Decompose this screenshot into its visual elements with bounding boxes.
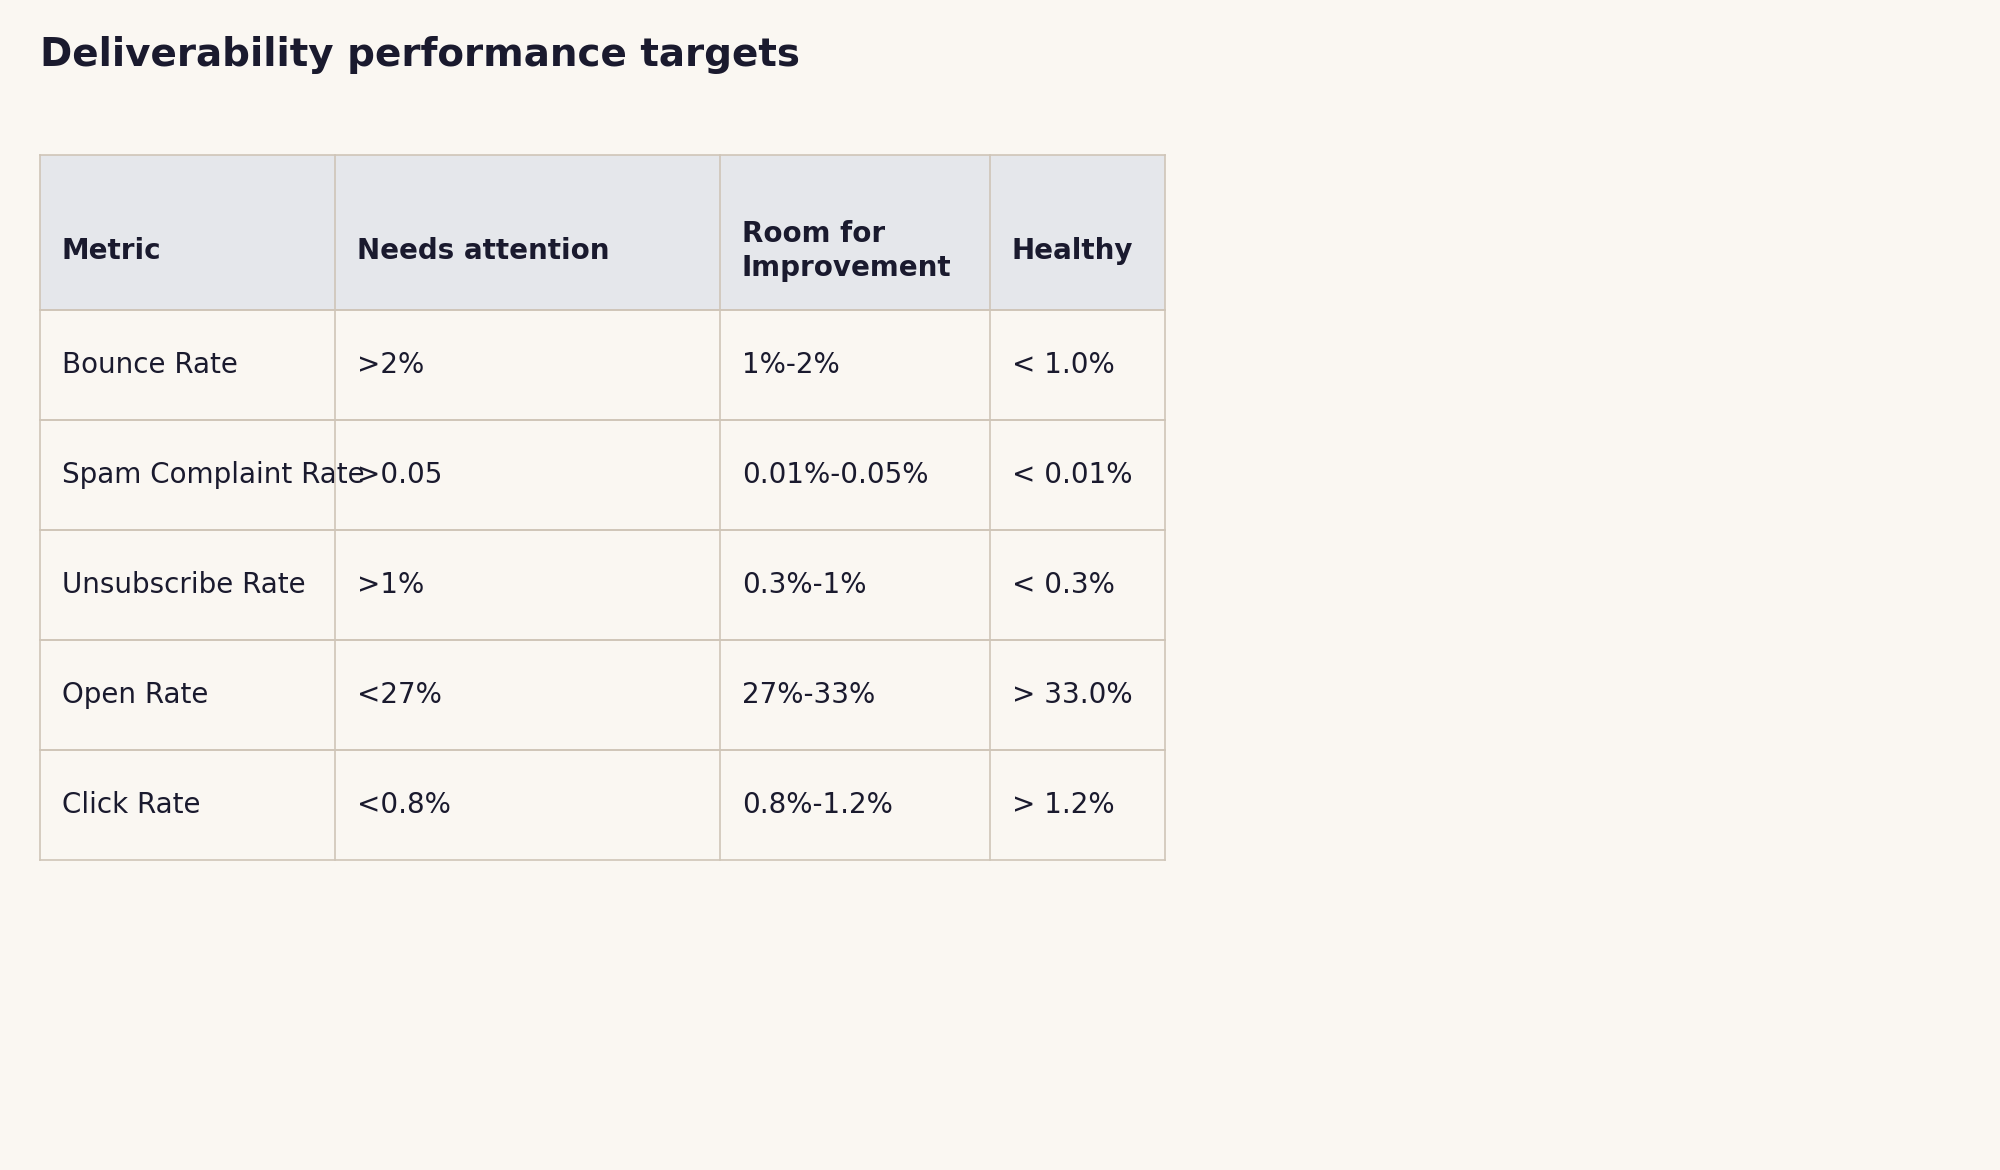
Text: < 1.0%: < 1.0% <box>1012 351 1114 379</box>
Bar <box>336 750 720 860</box>
Bar <box>720 750 990 860</box>
Bar <box>336 530 720 640</box>
Bar <box>336 420 720 530</box>
Text: < 0.3%: < 0.3% <box>1012 571 1114 599</box>
Text: 0.8%-1.2%: 0.8%-1.2% <box>742 791 892 819</box>
Bar <box>990 310 1164 420</box>
Text: > 33.0%: > 33.0% <box>1012 681 1132 709</box>
Text: Bounce Rate: Bounce Rate <box>62 351 238 379</box>
Text: Deliverability performance targets: Deliverability performance targets <box>40 36 800 74</box>
Text: Room for
Improvement: Room for Improvement <box>742 220 952 282</box>
Text: >2%: >2% <box>356 351 424 379</box>
Bar <box>720 530 990 640</box>
Text: 0.3%-1%: 0.3%-1% <box>742 571 866 599</box>
Bar <box>720 420 990 530</box>
Bar <box>40 750 336 860</box>
Bar <box>990 154 1164 310</box>
Text: Open Rate: Open Rate <box>62 681 208 709</box>
Bar <box>40 420 336 530</box>
Text: 1%-2%: 1%-2% <box>742 351 840 379</box>
Bar <box>336 154 720 310</box>
Text: Spam Complaint Rate: Spam Complaint Rate <box>62 461 364 489</box>
Text: Unsubscribe Rate: Unsubscribe Rate <box>62 571 306 599</box>
Bar <box>40 310 336 420</box>
Text: <0.8%: <0.8% <box>356 791 450 819</box>
Text: < 0.01%: < 0.01% <box>1012 461 1132 489</box>
Text: Needs attention: Needs attention <box>356 238 610 266</box>
Bar <box>336 310 720 420</box>
Bar <box>990 420 1164 530</box>
Text: Healthy: Healthy <box>1012 238 1134 266</box>
Text: <27%: <27% <box>356 681 442 709</box>
Text: >1%: >1% <box>356 571 424 599</box>
Text: 0.01%-0.05%: 0.01%-0.05% <box>742 461 928 489</box>
Bar <box>336 640 720 750</box>
Bar <box>40 640 336 750</box>
Bar <box>40 530 336 640</box>
Text: Click Rate: Click Rate <box>62 791 200 819</box>
Text: >0.05: >0.05 <box>356 461 442 489</box>
Bar <box>990 750 1164 860</box>
Bar <box>990 640 1164 750</box>
Text: Metric: Metric <box>62 238 162 266</box>
Bar <box>720 310 990 420</box>
Bar <box>990 530 1164 640</box>
Bar <box>720 154 990 310</box>
Text: > 1.2%: > 1.2% <box>1012 791 1114 819</box>
Bar <box>40 154 336 310</box>
Text: 27%-33%: 27%-33% <box>742 681 876 709</box>
Bar <box>720 640 990 750</box>
